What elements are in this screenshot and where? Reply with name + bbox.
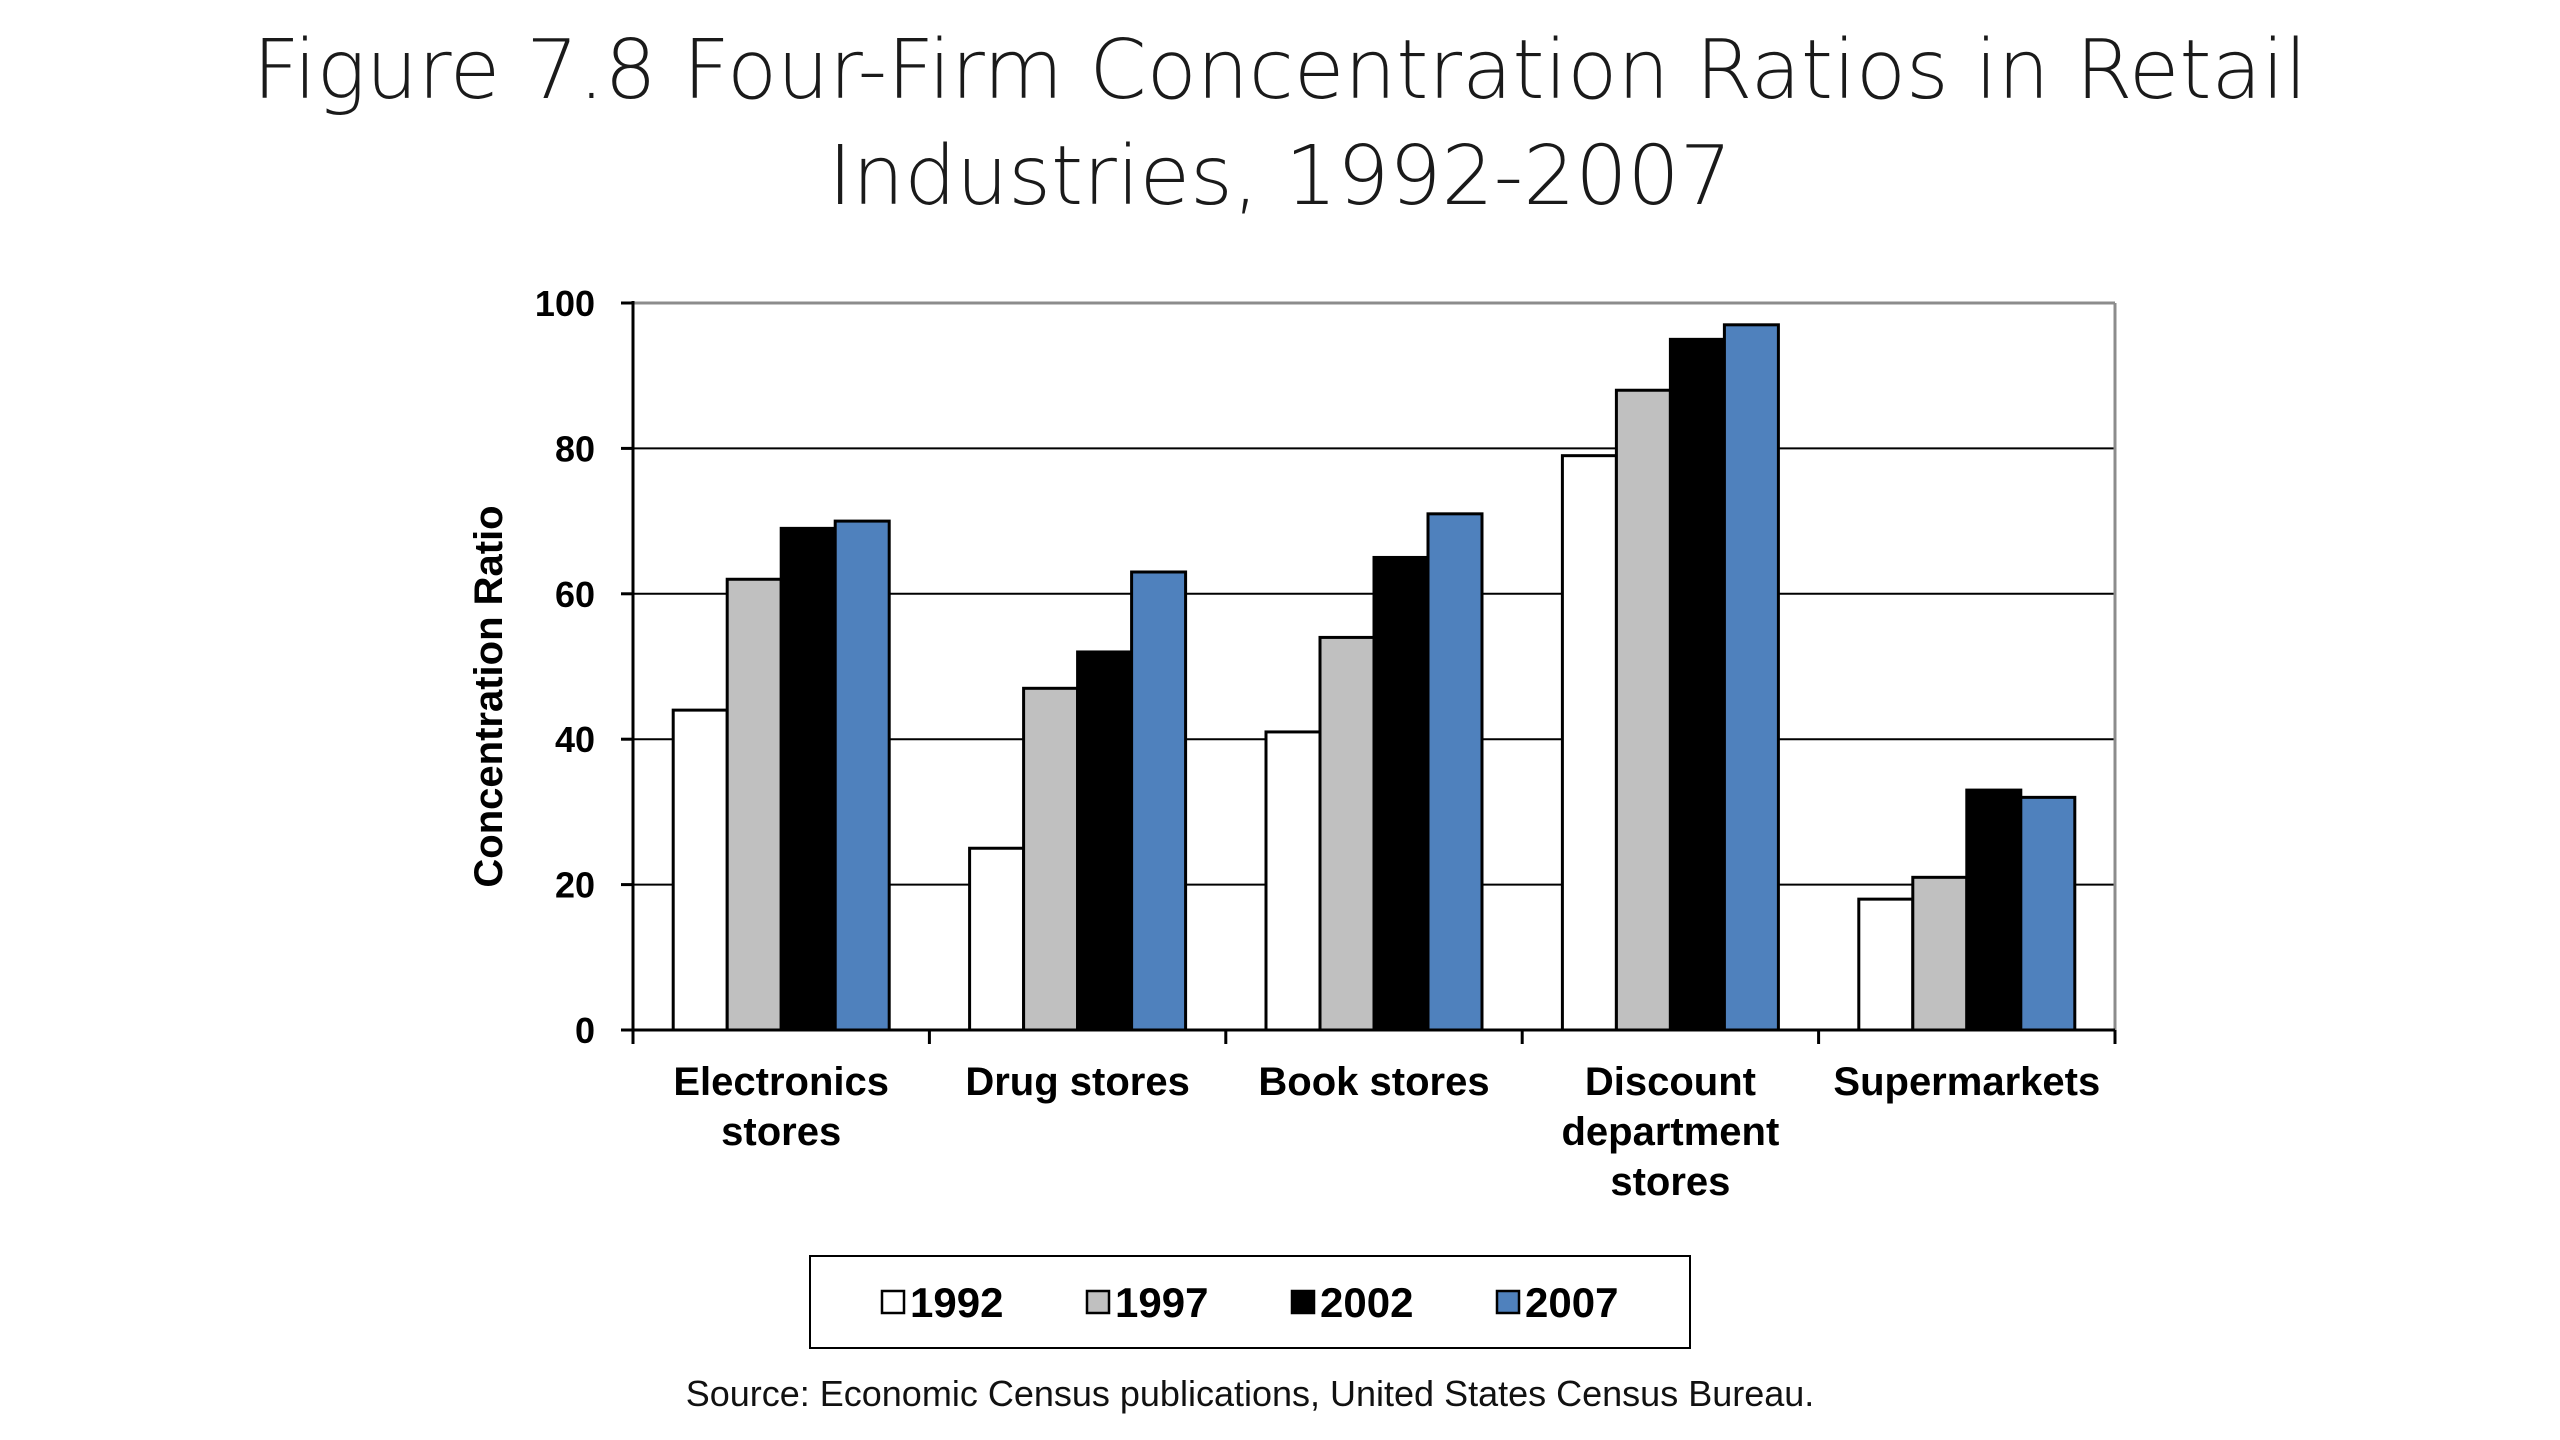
source-note: Source: Economic Census publications, Un…	[685, 1373, 1815, 1414]
bar-2002-1	[1076, 650, 1134, 1032]
x-category-label: Electronics stores	[673, 1060, 889, 1154]
x-category-label-line: Book stores	[1258, 1060, 1489, 1104]
y-tick-label: 20	[555, 865, 595, 906]
y-tick-label: 60	[555, 574, 595, 615]
x-category-label-line: Discount	[1585, 1060, 1756, 1104]
bar-1997-2	[1318, 635, 1376, 1032]
bar-1992-3	[1560, 454, 1618, 1032]
bar-2002-4	[1965, 788, 2023, 1032]
y-tick-label: 80	[555, 428, 595, 469]
bar-2002-3	[1668, 337, 1726, 1032]
legend-label-2007: 2007	[1525, 1279, 1618, 1326]
bar-1992-2	[1264, 730, 1322, 1032]
y-tick-label: 0	[575, 1010, 595, 1051]
x-category-label-line: stores	[1610, 1160, 1730, 1204]
bar-2002-0	[779, 526, 837, 1032]
legend-swatch-2007	[1495, 1289, 1521, 1315]
bar-2007-4	[2019, 795, 2077, 1032]
bar-1997-3	[1614, 388, 1672, 1032]
bar-1992-4	[1857, 897, 1915, 1032]
x-category-label-line: Supermarkets	[1833, 1060, 2100, 1104]
x-category-label-line: department	[1561, 1110, 1779, 1154]
bar-1992-0	[671, 708, 729, 1032]
x-category-label: Book stores	[1258, 1060, 1489, 1104]
bar-1997-4	[1911, 875, 1969, 1032]
slide-title-line-2: Industries, 1992-2007	[828, 129, 1732, 224]
y-axis-title: Concentration Ratio	[467, 505, 511, 887]
bar-2002-2	[1372, 555, 1430, 1032]
x-category-label: Drug stores	[965, 1060, 1190, 1104]
bar-1992-1	[968, 846, 1026, 1032]
slide-title: Figure 7.8 Four-Firm Concentration Ratio…	[0, 18, 2560, 230]
bar-1997-0	[725, 577, 783, 1032]
y-tick-label: 40	[555, 719, 595, 760]
legend-swatch-1992	[880, 1289, 906, 1315]
x-category-label: Discount department stores	[1561, 1060, 1779, 1204]
bar-2007-3	[1722, 323, 1780, 1032]
legend-swatch-1997	[1085, 1289, 1111, 1315]
legend-label-1992: 1992	[910, 1279, 1003, 1326]
legend-label-1997: 1997	[1115, 1279, 1208, 1326]
x-category-label-line: Electronics	[673, 1060, 889, 1104]
legend-box	[809, 1255, 1691, 1349]
y-tick-label: 100	[535, 283, 595, 324]
x-category-label-line: Drug stores	[965, 1060, 1190, 1104]
bar-2007-1	[1130, 570, 1188, 1032]
x-category-label: Supermarkets	[1833, 1060, 2100, 1104]
bar-1997-1	[1022, 686, 1080, 1032]
bar-2007-2	[1426, 512, 1484, 1032]
legend-label-2002: 2002	[1320, 1279, 1413, 1326]
bar-2007-0	[833, 519, 891, 1032]
x-category-label-line: stores	[721, 1110, 841, 1154]
legend-swatch-2002	[1290, 1289, 1316, 1315]
slide-title-line-1: Figure 7.8 Four-Firm Concentration Ratio…	[252, 23, 2308, 118]
